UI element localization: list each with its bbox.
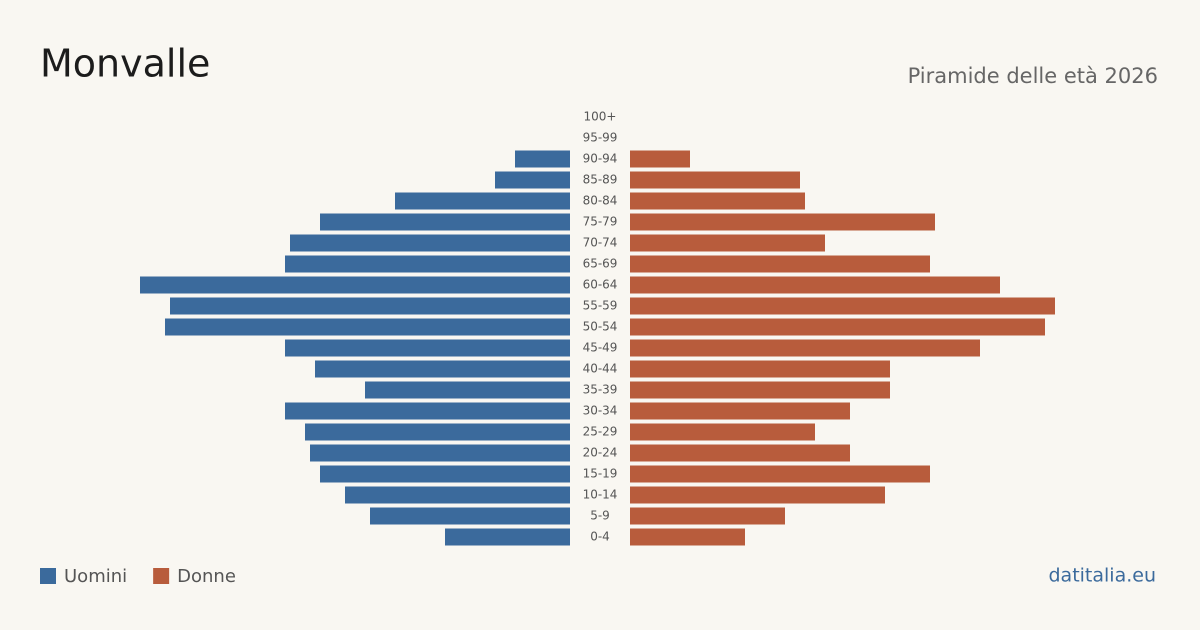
bar	[515, 150, 570, 168]
bar	[170, 297, 570, 315]
age-label: 20-24	[583, 446, 618, 460]
legend-swatch	[40, 568, 56, 584]
age-label: 15-19	[583, 467, 618, 481]
age-label: 50-54	[583, 320, 618, 334]
bar	[285, 339, 570, 357]
age-label: 95-99	[583, 131, 618, 145]
bar	[630, 402, 850, 420]
age-label: 80-84	[583, 194, 618, 208]
bar	[630, 339, 980, 357]
bar	[285, 402, 570, 420]
bar	[285, 255, 570, 273]
bar	[630, 276, 1000, 294]
bar	[345, 486, 570, 504]
bar	[395, 192, 570, 210]
age-label: 75-79	[583, 215, 618, 229]
age-label: 35-39	[583, 383, 618, 397]
chart-title: Monvalle	[40, 42, 210, 86]
bar	[630, 465, 930, 483]
bar	[445, 528, 570, 546]
legend-swatch	[153, 568, 170, 584]
bar	[315, 360, 570, 378]
bar	[305, 423, 570, 441]
bar	[630, 486, 885, 504]
bar	[630, 528, 745, 546]
bar	[320, 465, 570, 483]
bar	[630, 381, 890, 399]
bar	[630, 192, 805, 210]
bar	[165, 318, 570, 336]
bar	[630, 444, 850, 462]
age-label: 45-49	[583, 341, 618, 355]
source-link[interactable]: datitalia.eu	[1049, 565, 1157, 587]
bar	[370, 507, 570, 525]
bar	[630, 171, 800, 189]
age-label: 10-14	[583, 488, 618, 502]
legend-label: Uomini	[64, 566, 127, 587]
age-label: 55-59	[583, 299, 618, 313]
age-label: 100+	[584, 110, 617, 124]
age-label: 0-4	[590, 530, 610, 544]
bar	[630, 507, 785, 525]
bar	[310, 444, 570, 462]
bar	[495, 171, 570, 189]
bar	[630, 255, 930, 273]
bar	[320, 213, 570, 231]
bar	[630, 360, 890, 378]
age-label: 65-69	[583, 257, 618, 271]
bar	[630, 297, 1055, 315]
bar	[140, 276, 570, 294]
age-label: 70-74	[583, 236, 618, 250]
age-label: 60-64	[583, 278, 618, 292]
bar	[630, 213, 935, 231]
age-label: 25-29	[583, 425, 618, 439]
age-label: 85-89	[583, 173, 618, 187]
age-label: 5-9	[590, 509, 610, 523]
bar	[630, 150, 690, 168]
chart-subtitle: Piramide delle età 2026	[908, 64, 1158, 88]
bar	[630, 318, 1045, 336]
bar	[630, 234, 825, 252]
legend-label: Donne	[177, 566, 236, 587]
bar	[290, 234, 570, 252]
bar	[365, 381, 570, 399]
age-label: 30-34	[583, 404, 618, 418]
bar	[630, 423, 815, 441]
age-label: 40-44	[583, 362, 618, 376]
age-label: 90-94	[583, 152, 618, 166]
